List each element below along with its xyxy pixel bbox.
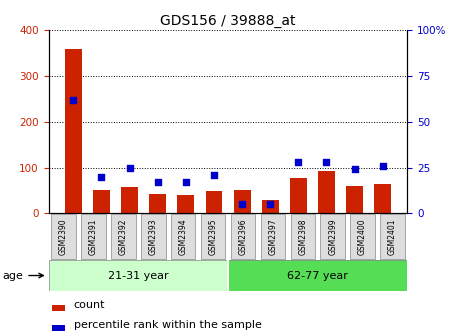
Point [351, 167, 358, 172]
FancyBboxPatch shape [290, 214, 315, 259]
Point [267, 202, 274, 207]
FancyBboxPatch shape [171, 214, 195, 259]
Point [323, 159, 330, 165]
Bar [228, 260, 407, 291]
Point [238, 202, 246, 207]
Bar [318, 171, 335, 213]
FancyBboxPatch shape [231, 214, 255, 259]
Text: percentile rank within the sample: percentile rank within the sample [74, 320, 262, 330]
Point [126, 165, 133, 170]
Bar [262, 200, 279, 213]
Title: GDS156 / 39888_at: GDS156 / 39888_at [160, 14, 296, 28]
Text: GSM2395: GSM2395 [208, 218, 218, 255]
Bar [346, 186, 363, 213]
Bar [49, 260, 228, 291]
Point [182, 179, 189, 185]
Point [379, 163, 387, 168]
Bar [149, 194, 166, 213]
Point [210, 172, 218, 178]
Bar [234, 191, 250, 213]
Bar [52, 305, 65, 311]
Bar [121, 187, 138, 213]
Text: 21-31 year: 21-31 year [108, 270, 169, 281]
Text: GSM2394: GSM2394 [179, 218, 188, 255]
Bar [206, 192, 222, 213]
Bar [290, 178, 307, 213]
Point [294, 159, 302, 165]
FancyBboxPatch shape [201, 214, 225, 259]
Text: GSM2400: GSM2400 [358, 218, 367, 255]
Point [98, 174, 105, 179]
Text: GSM2390: GSM2390 [59, 218, 68, 255]
FancyBboxPatch shape [111, 214, 136, 259]
Point [69, 97, 77, 102]
Bar [93, 191, 110, 213]
FancyBboxPatch shape [261, 214, 285, 259]
FancyBboxPatch shape [141, 214, 166, 259]
Text: GSM2401: GSM2401 [388, 219, 397, 255]
Text: 62-77 year: 62-77 year [288, 270, 348, 281]
Text: GSM2391: GSM2391 [89, 219, 98, 255]
Text: count: count [74, 300, 105, 309]
Text: GSM2392: GSM2392 [119, 219, 128, 255]
Point [154, 179, 162, 185]
Text: GSM2398: GSM2398 [298, 219, 307, 255]
Bar [177, 195, 194, 213]
FancyBboxPatch shape [380, 214, 405, 259]
Bar [374, 183, 391, 213]
FancyBboxPatch shape [320, 214, 345, 259]
Text: GSM2399: GSM2399 [328, 218, 337, 255]
Text: GSM2397: GSM2397 [269, 218, 277, 255]
Bar [65, 48, 82, 213]
Bar [52, 325, 65, 331]
FancyBboxPatch shape [350, 214, 375, 259]
Text: GSM2393: GSM2393 [149, 218, 158, 255]
FancyBboxPatch shape [51, 214, 76, 259]
Text: age: age [2, 270, 44, 281]
Text: GSM2396: GSM2396 [238, 218, 248, 255]
FancyBboxPatch shape [81, 214, 106, 259]
